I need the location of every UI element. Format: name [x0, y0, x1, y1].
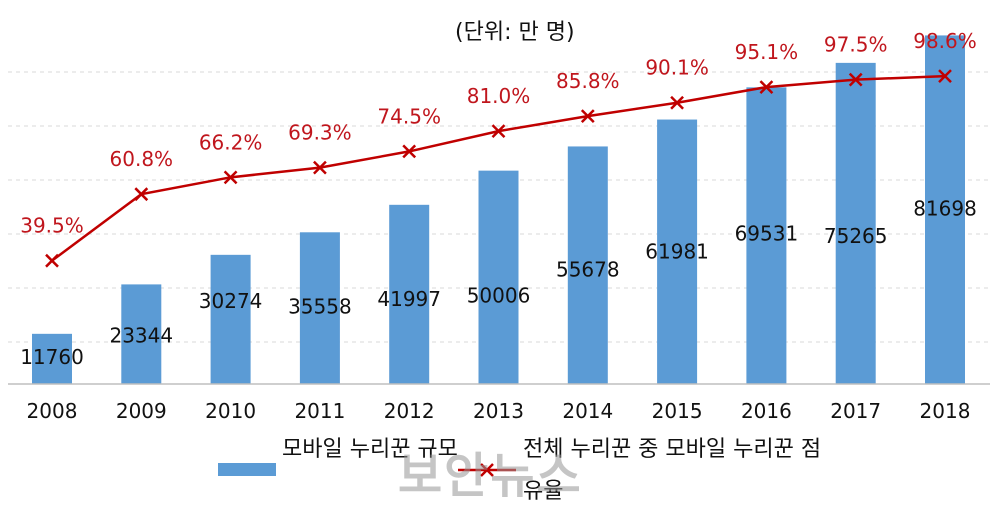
bar-value-label: 35558 — [288, 294, 352, 318]
line-marker — [134, 187, 149, 202]
line-marker — [848, 72, 863, 87]
x-tick-label: 2013 — [473, 399, 524, 423]
line-marker — [223, 170, 238, 185]
legend-line-label: 전체 누리꾼 중 모바일 누리꾼 점유율 — [523, 437, 822, 504]
line-marker — [759, 80, 774, 94]
line-marker — [402, 144, 417, 159]
line-value-label: 90.1% — [645, 56, 709, 80]
bar — [299, 232, 340, 384]
legend-bar-swatch — [218, 463, 276, 476]
x-tick-label: 2018 — [920, 399, 971, 423]
line-value-label: 66.2% — [199, 130, 263, 154]
line-marker — [45, 253, 59, 268]
unit-label: (단위: 만 명) — [455, 20, 575, 45]
bar — [657, 119, 698, 384]
line-value-label: 74.5% — [377, 104, 441, 128]
line-value-label: 97.5% — [824, 33, 888, 57]
watermark-text: 보안뉴스 — [398, 448, 583, 504]
x-tick-label: 2014 — [562, 399, 613, 423]
line-value-label: 69.3% — [288, 121, 352, 145]
bar-value-label: 75265 — [824, 224, 888, 248]
bar — [835, 62, 876, 385]
bar — [746, 87, 787, 384]
legend-bar-label: 모바일 누리꾼 규모 — [282, 437, 458, 462]
line-value-label: 98.6% — [913, 29, 977, 53]
line-value-label: 81.0% — [467, 84, 531, 108]
x-tick-label: 2017 — [830, 399, 881, 423]
bar — [210, 254, 251, 384]
line-value-label: 95.1% — [735, 40, 799, 64]
x-tick-labels: 2008 2009 2010 2011 2012 2013 2014 2015 2016 2017… — [27, 399, 971, 423]
bar-value-label: 23344 — [109, 323, 173, 347]
line-value-label: 60.8% — [110, 147, 174, 171]
bar-value-label: 81698 — [913, 196, 977, 220]
legend-line-swatch — [458, 463, 516, 477]
bar-value-label: 61981 — [645, 240, 709, 264]
bar-value-label: 69531 — [735, 221, 799, 245]
bar-value-label: 41997 — [377, 287, 441, 311]
bar-value-label: 50006 — [467, 284, 531, 308]
x-tick-label: 2009 — [116, 399, 167, 423]
line-marker — [938, 69, 952, 84]
line-marker — [491, 124, 506, 139]
x-tick-label: 2011 — [294, 399, 345, 423]
bar-value-labels: 11760 23344 30274 35558 41997 50006 55678 61981… — [20, 196, 977, 368]
x-tick-label: 2010 — [205, 399, 256, 423]
x-tick-label: 2016 — [741, 399, 792, 423]
bar — [925, 35, 965, 384]
line-marker — [670, 95, 684, 110]
line-value-labels: 39.5% 60.8% 66.2% 69.3% 74.5% 81.0% 85.8% 90.1%… — [20, 29, 977, 238]
legend: 모바일 누리꾼 규모 전체 누리꾼 중 모바일 누리꾼 점유율 — [218, 425, 821, 515]
bar-value-label: 55678 — [556, 257, 620, 281]
bar — [478, 170, 519, 384]
line-value-label: 39.5% — [20, 214, 84, 238]
x-tick-label: 2015 — [652, 399, 703, 423]
line-marker — [580, 109, 595, 124]
line-series — [45, 69, 952, 268]
x-tick-label: 2012 — [384, 399, 435, 423]
line-value-label: 85.8% — [556, 69, 620, 93]
line-marker — [313, 160, 327, 175]
bar — [121, 284, 162, 384]
bar — [567, 146, 608, 384]
bar-value-label: 11760 — [20, 345, 84, 369]
bar-series — [32, 35, 965, 385]
bar — [32, 333, 72, 384]
bar — [389, 204, 430, 384]
bar-value-label: 30274 — [199, 289, 263, 313]
x-tick-label: 2008 — [27, 399, 78, 423]
